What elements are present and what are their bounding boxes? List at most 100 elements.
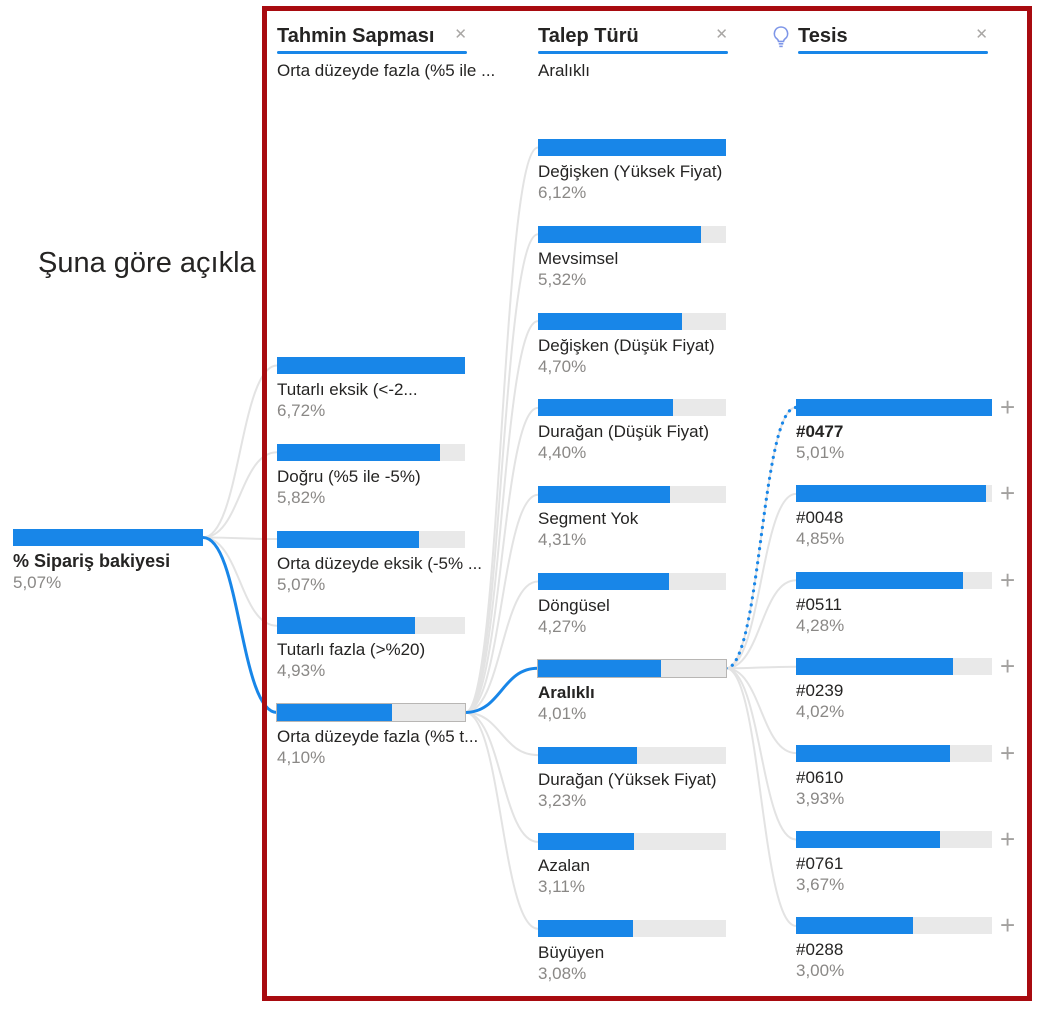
column-title: Talep Türü — [538, 25, 639, 47]
node-bar — [538, 833, 726, 850]
close-icon[interactable]: ✕ — [715, 26, 728, 43]
node-value: 6,72% — [277, 401, 326, 420]
node-label: #0511 — [796, 595, 843, 614]
connector-curve — [202, 451, 278, 539]
root-node[interactable]: % Sipariş bakiyesi 5,07% — [13, 529, 203, 593]
node-value: 5,32% — [538, 270, 587, 289]
tree-node[interactable]: #0048 4,85% — [796, 485, 992, 549]
node-bar-fill — [538, 313, 683, 330]
node-value: 3,23% — [538, 791, 587, 810]
connector-curve — [725, 492, 797, 670]
expand-plus-icon[interactable]: + — [1000, 565, 1016, 595]
node-bar — [277, 617, 465, 634]
tree-node[interactable]: Döngüsel 4,27% — [538, 573, 726, 637]
node-bar-fill — [796, 831, 940, 848]
node-bar-fill — [796, 572, 964, 589]
lightbulb-icon — [771, 24, 791, 57]
tree-node[interactable]: Orta düzeyde eksik (-5% ... 5,07% — [277, 531, 483, 595]
expand-plus-icon[interactable]: + — [1000, 651, 1016, 681]
node-label: Döngüsel — [538, 596, 610, 615]
node-value: 5,07% — [277, 575, 326, 594]
tree-node[interactable]: #0477 5,01% — [796, 399, 992, 463]
column-header-talep-turu: Talep Türü ✕ Aralıklı — [538, 24, 728, 81]
connector-curve — [464, 580, 539, 714]
expand-plus-icon[interactable]: + — [1000, 738, 1016, 768]
tree-node[interactable]: Tutarlı fazla (>%20) 4,93% — [277, 617, 465, 681]
expand-plus-icon[interactable]: + — [1000, 478, 1016, 508]
node-label: #0048 — [796, 508, 844, 527]
tree-node[interactable]: Değişken (Düşük Fiyat) 4,70% — [538, 313, 726, 377]
node-value: 5,82% — [277, 488, 326, 507]
node-bar-fill — [538, 747, 638, 764]
tree-node[interactable]: Mevsimsel 5,32% — [538, 226, 726, 290]
tree-node[interactable]: #0610 3,93% — [796, 745, 992, 809]
node-bar — [538, 139, 726, 156]
tree-node[interactable]: #0761 3,67% — [796, 831, 992, 895]
node-value: 4,28% — [796, 616, 845, 635]
tree-node[interactable]: Aralıklı 4,01% — [537, 659, 727, 724]
tree-node[interactable]: Durağan (Düşük Fiyat) 4,40% — [538, 399, 726, 463]
tree-node[interactable]: Azalan 3,11% — [538, 833, 726, 897]
node-bar-fill — [796, 658, 954, 675]
node-value: 3,67% — [796, 875, 845, 894]
node-value: 4,31% — [538, 530, 587, 549]
connector-curve — [464, 146, 539, 714]
node-bar — [796, 658, 992, 675]
root-label: % Sipariş bakiyesi — [13, 551, 171, 571]
tree-node[interactable]: Doğru (%5 ile -5%) 5,82% — [277, 444, 465, 508]
node-bar-fill — [538, 920, 633, 937]
expand-plus-icon[interactable]: + — [1000, 392, 1016, 422]
node-bar-fill — [277, 531, 419, 548]
node-bar-fill — [277, 357, 465, 374]
node-value: 4,40% — [538, 443, 587, 462]
node-label: Orta düzeyde eksik (-5% ... — [277, 554, 483, 573]
node-bar — [538, 399, 726, 416]
node-bar-fill — [538, 486, 671, 503]
tree-node[interactable]: #0288 3,00% — [796, 917, 992, 981]
tree-node[interactable]: #0239 4,02% — [796, 658, 992, 722]
node-bar-fill — [538, 139, 726, 156]
node-label: Orta düzeyde fazla (%5 t... — [277, 727, 479, 746]
tree-node[interactable]: Orta düzeyde fazla (%5 t... 4,10% — [276, 703, 479, 768]
connector-curve — [202, 536, 278, 627]
tree-node[interactable]: Tutarlı eksik (<-2... 6,72% — [277, 357, 465, 421]
node-value: 3,00% — [796, 961, 845, 980]
expand-plus-icon[interactable]: + — [1000, 824, 1016, 854]
close-icon[interactable]: ✕ — [975, 26, 988, 43]
tree-node[interactable]: Durağan (Yüksek Fiyat) 3,23% — [538, 747, 726, 811]
node-label: Segment Yok — [538, 509, 639, 528]
connector-curve — [725, 667, 797, 755]
connector-curve — [464, 711, 539, 930]
header-underline — [277, 51, 467, 54]
node-label: Tutarlı eksik (<-2... — [277, 380, 418, 399]
node-bar — [538, 226, 726, 243]
tree-node[interactable]: Değişken (Yüksek Fiyat) 6,12% — [538, 139, 726, 203]
node-bar-fill — [538, 660, 662, 677]
expand-plus-icon[interactable]: + — [1000, 910, 1016, 940]
node-label: Aralıklı — [538, 683, 595, 702]
tree-node[interactable]: Segment Yok 4,31% — [538, 486, 726, 550]
node-bar — [538, 747, 726, 764]
node-value: 4,85% — [796, 529, 845, 548]
connector-curve — [725, 665, 797, 670]
node-value: 4,93% — [277, 661, 326, 680]
connector-curve — [202, 536, 278, 540]
close-icon[interactable]: ✕ — [454, 26, 467, 43]
node-bar — [796, 399, 992, 416]
node-bar — [796, 831, 992, 848]
node-value: 3,93% — [796, 789, 845, 808]
connector-curve — [464, 233, 539, 714]
node-label: #0761 — [796, 854, 844, 873]
node-label: #0610 — [796, 768, 844, 787]
node-label: Azalan — [538, 856, 590, 875]
node-label: Doğru (%5 ile -5%) — [277, 467, 421, 486]
node-value: 4,01% — [538, 704, 587, 723]
tree-node[interactable]: Büyüyen 3,08% — [538, 920, 726, 984]
node-label: Tutarlı fazla (>%20) — [277, 640, 426, 659]
node-value: 3,11% — [538, 877, 585, 896]
node-label: Mevsimsel — [538, 249, 619, 268]
root-bar — [13, 529, 203, 546]
node-bar — [277, 444, 465, 461]
node-value: 6,12% — [538, 183, 587, 202]
tree-node[interactable]: #0511 4,28% — [796, 572, 992, 636]
